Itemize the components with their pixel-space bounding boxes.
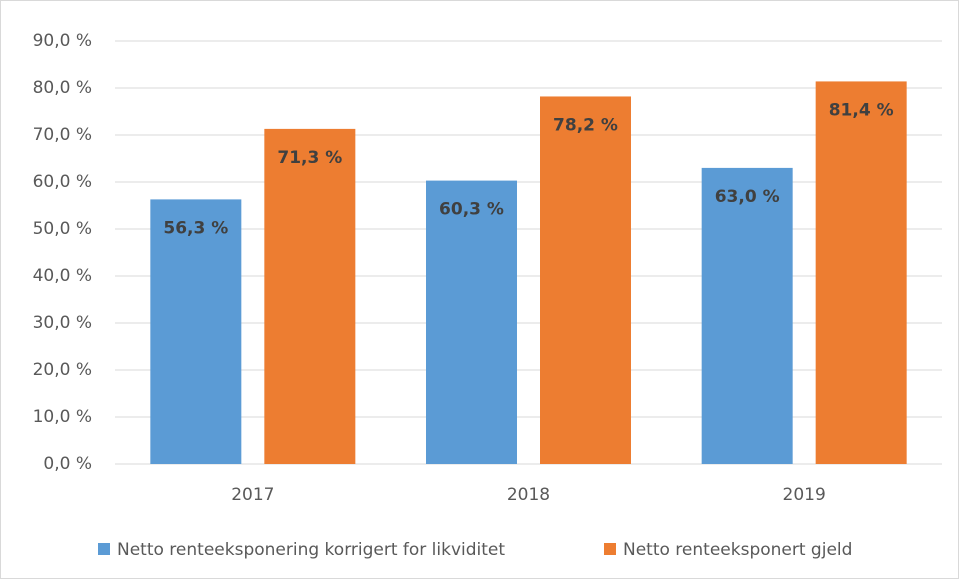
y-tick-label: 40,0 % <box>33 266 92 286</box>
bar <box>264 128 356 464</box>
legend-swatch <box>98 543 110 555</box>
y-tick-label: 80,0 % <box>33 78 92 98</box>
y-tick-label: 70,0 % <box>33 125 92 145</box>
y-tick-label: 20,0 % <box>33 360 92 380</box>
value-label: 71,3 % <box>277 148 342 168</box>
value-label: 56,3 % <box>163 218 228 238</box>
y-tick-label: 10,0 % <box>33 407 92 427</box>
bar <box>815 81 907 465</box>
legend-swatch <box>604 543 616 555</box>
x-tick-label: 2019 <box>783 485 826 505</box>
y-tick-label: 50,0 % <box>33 219 92 239</box>
x-tick-label: 2018 <box>507 485 550 505</box>
bar <box>426 180 517 464</box>
value-label: 81,4 % <box>829 100 894 120</box>
value-label: 78,2 % <box>553 115 618 135</box>
value-label: 60,3 % <box>439 200 504 220</box>
x-tick-label: 2017 <box>231 485 274 505</box>
value-label: 63,0 % <box>715 187 780 207</box>
y-tick-label: 0,0 % <box>43 454 92 474</box>
legend-label: Netto renteeksponering korrigert for lik… <box>117 540 505 560</box>
legend-label: Netto renteeksponert gjeld <box>623 540 852 560</box>
bar <box>150 199 242 464</box>
y-tick-label: 90,0 % <box>33 31 92 51</box>
y-tick-label: 30,0 % <box>33 313 92 333</box>
bar <box>701 167 793 464</box>
bar <box>540 96 631 465</box>
y-tick-label: 60,0 % <box>33 172 92 192</box>
